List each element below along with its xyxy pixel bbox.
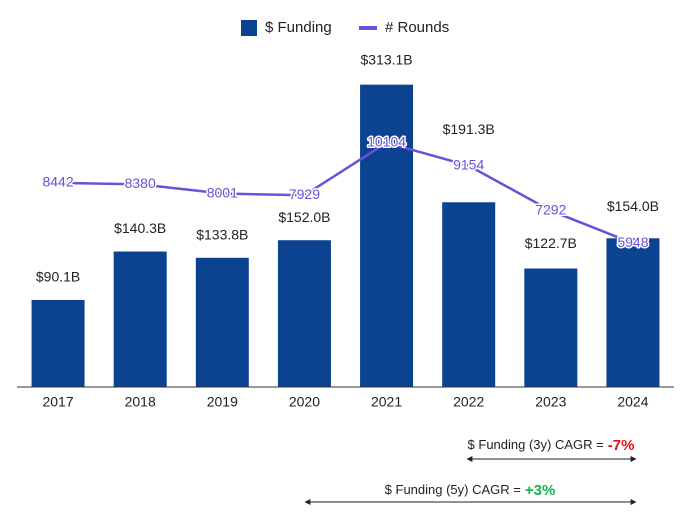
bar-value-label: $140.3B: [114, 220, 166, 236]
bar: [606, 238, 660, 387]
x-tick-label: 2019: [207, 394, 238, 410]
annotation-text: $ Funding (5y) CAGR =: [385, 482, 521, 497]
bar: [31, 299, 85, 387]
x-tick-label: 2021: [371, 394, 402, 410]
x-tick-label: 2024: [617, 394, 648, 410]
bar-value-label: $152.0B: [278, 209, 330, 225]
annotation-text: $ Funding (3y) CAGR =: [468, 437, 604, 452]
line-value-label: 5948: [617, 234, 648, 250]
bar-value-label: $154.0B: [607, 198, 659, 214]
annotation: $ Funding (3y) CAGR = -7%: [468, 437, 635, 454]
x-tick-label: 2018: [125, 394, 156, 410]
annotation-value: +3%: [525, 482, 555, 499]
annotation-value: -7%: [608, 437, 635, 454]
bar-value-label: $191.3B: [443, 121, 495, 137]
legend-label: # Rounds: [385, 19, 449, 36]
line-value-label: 7929: [289, 186, 320, 202]
bar-value-label: $133.8B: [196, 227, 248, 243]
bar: [277, 240, 331, 387]
line-value-label: 10104: [367, 133, 406, 149]
bar-value-label: $122.7B: [525, 235, 577, 251]
line-value-label: 8001: [207, 184, 238, 200]
bar: [360, 84, 414, 387]
line-value-label: 8442: [42, 174, 73, 190]
x-tick-label: 2020: [289, 394, 320, 410]
bar: [442, 202, 496, 387]
bar: [524, 268, 578, 387]
legend-label: $ Funding: [265, 19, 332, 36]
x-tick-label: 2017: [42, 394, 73, 410]
x-tick-label: 2022: [453, 394, 484, 410]
bar: [113, 251, 167, 387]
bar-value-label: $90.1B: [36, 269, 80, 285]
line-value-label: 9154: [453, 156, 484, 172]
bar-value-label: $313.1B: [360, 51, 412, 67]
line: [58, 141, 634, 245]
bar: [195, 257, 249, 387]
line-value-label: 7292: [535, 201, 566, 217]
annotation: $ Funding (5y) CAGR = +3%: [385, 482, 556, 499]
legend-swatch: [241, 20, 257, 36]
x-tick-label: 2023: [535, 394, 566, 410]
line-value-label: 8380: [125, 175, 156, 191]
